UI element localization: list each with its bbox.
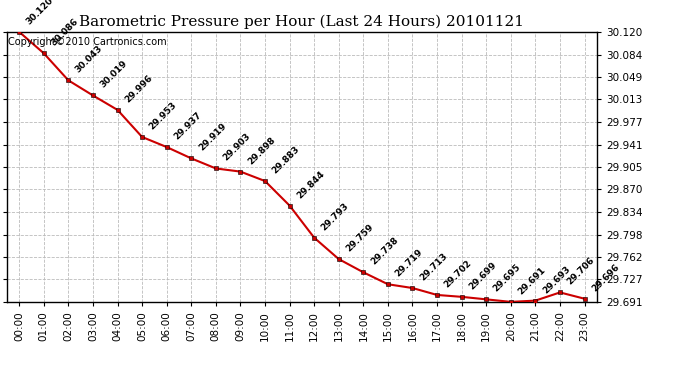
Text: 29.844: 29.844 xyxy=(295,169,326,200)
Title: Barometric Pressure per Hour (Last 24 Hours) 20101121: Barometric Pressure per Hour (Last 24 Ho… xyxy=(79,15,524,29)
Text: 29.695: 29.695 xyxy=(492,263,523,294)
Text: 29.759: 29.759 xyxy=(344,222,375,254)
Text: 29.996: 29.996 xyxy=(123,73,154,104)
Text: 30.086: 30.086 xyxy=(49,17,80,48)
Text: 29.898: 29.898 xyxy=(246,135,277,166)
Text: 29.919: 29.919 xyxy=(197,122,228,153)
Text: 29.696: 29.696 xyxy=(590,262,621,293)
Text: 29.693: 29.693 xyxy=(541,264,572,295)
Text: 30.019: 30.019 xyxy=(99,59,129,90)
Text: 29.883: 29.883 xyxy=(270,144,302,176)
Text: 29.706: 29.706 xyxy=(566,256,596,287)
Text: 29.699: 29.699 xyxy=(467,260,498,291)
Text: 29.793: 29.793 xyxy=(319,201,351,232)
Text: 29.903: 29.903 xyxy=(221,132,253,163)
Text: 29.937: 29.937 xyxy=(172,110,204,141)
Text: 29.953: 29.953 xyxy=(148,100,179,131)
Text: 30.120: 30.120 xyxy=(25,0,55,26)
Text: 29.713: 29.713 xyxy=(418,252,449,282)
Text: Copyright©2010 Cartronics.com: Copyright©2010 Cartronics.com xyxy=(8,37,167,47)
Text: 29.738: 29.738 xyxy=(369,236,400,267)
Text: 30.043: 30.043 xyxy=(74,44,105,75)
Text: 29.691: 29.691 xyxy=(516,265,547,296)
Text: 29.719: 29.719 xyxy=(393,248,424,279)
Text: 29.702: 29.702 xyxy=(442,258,473,290)
